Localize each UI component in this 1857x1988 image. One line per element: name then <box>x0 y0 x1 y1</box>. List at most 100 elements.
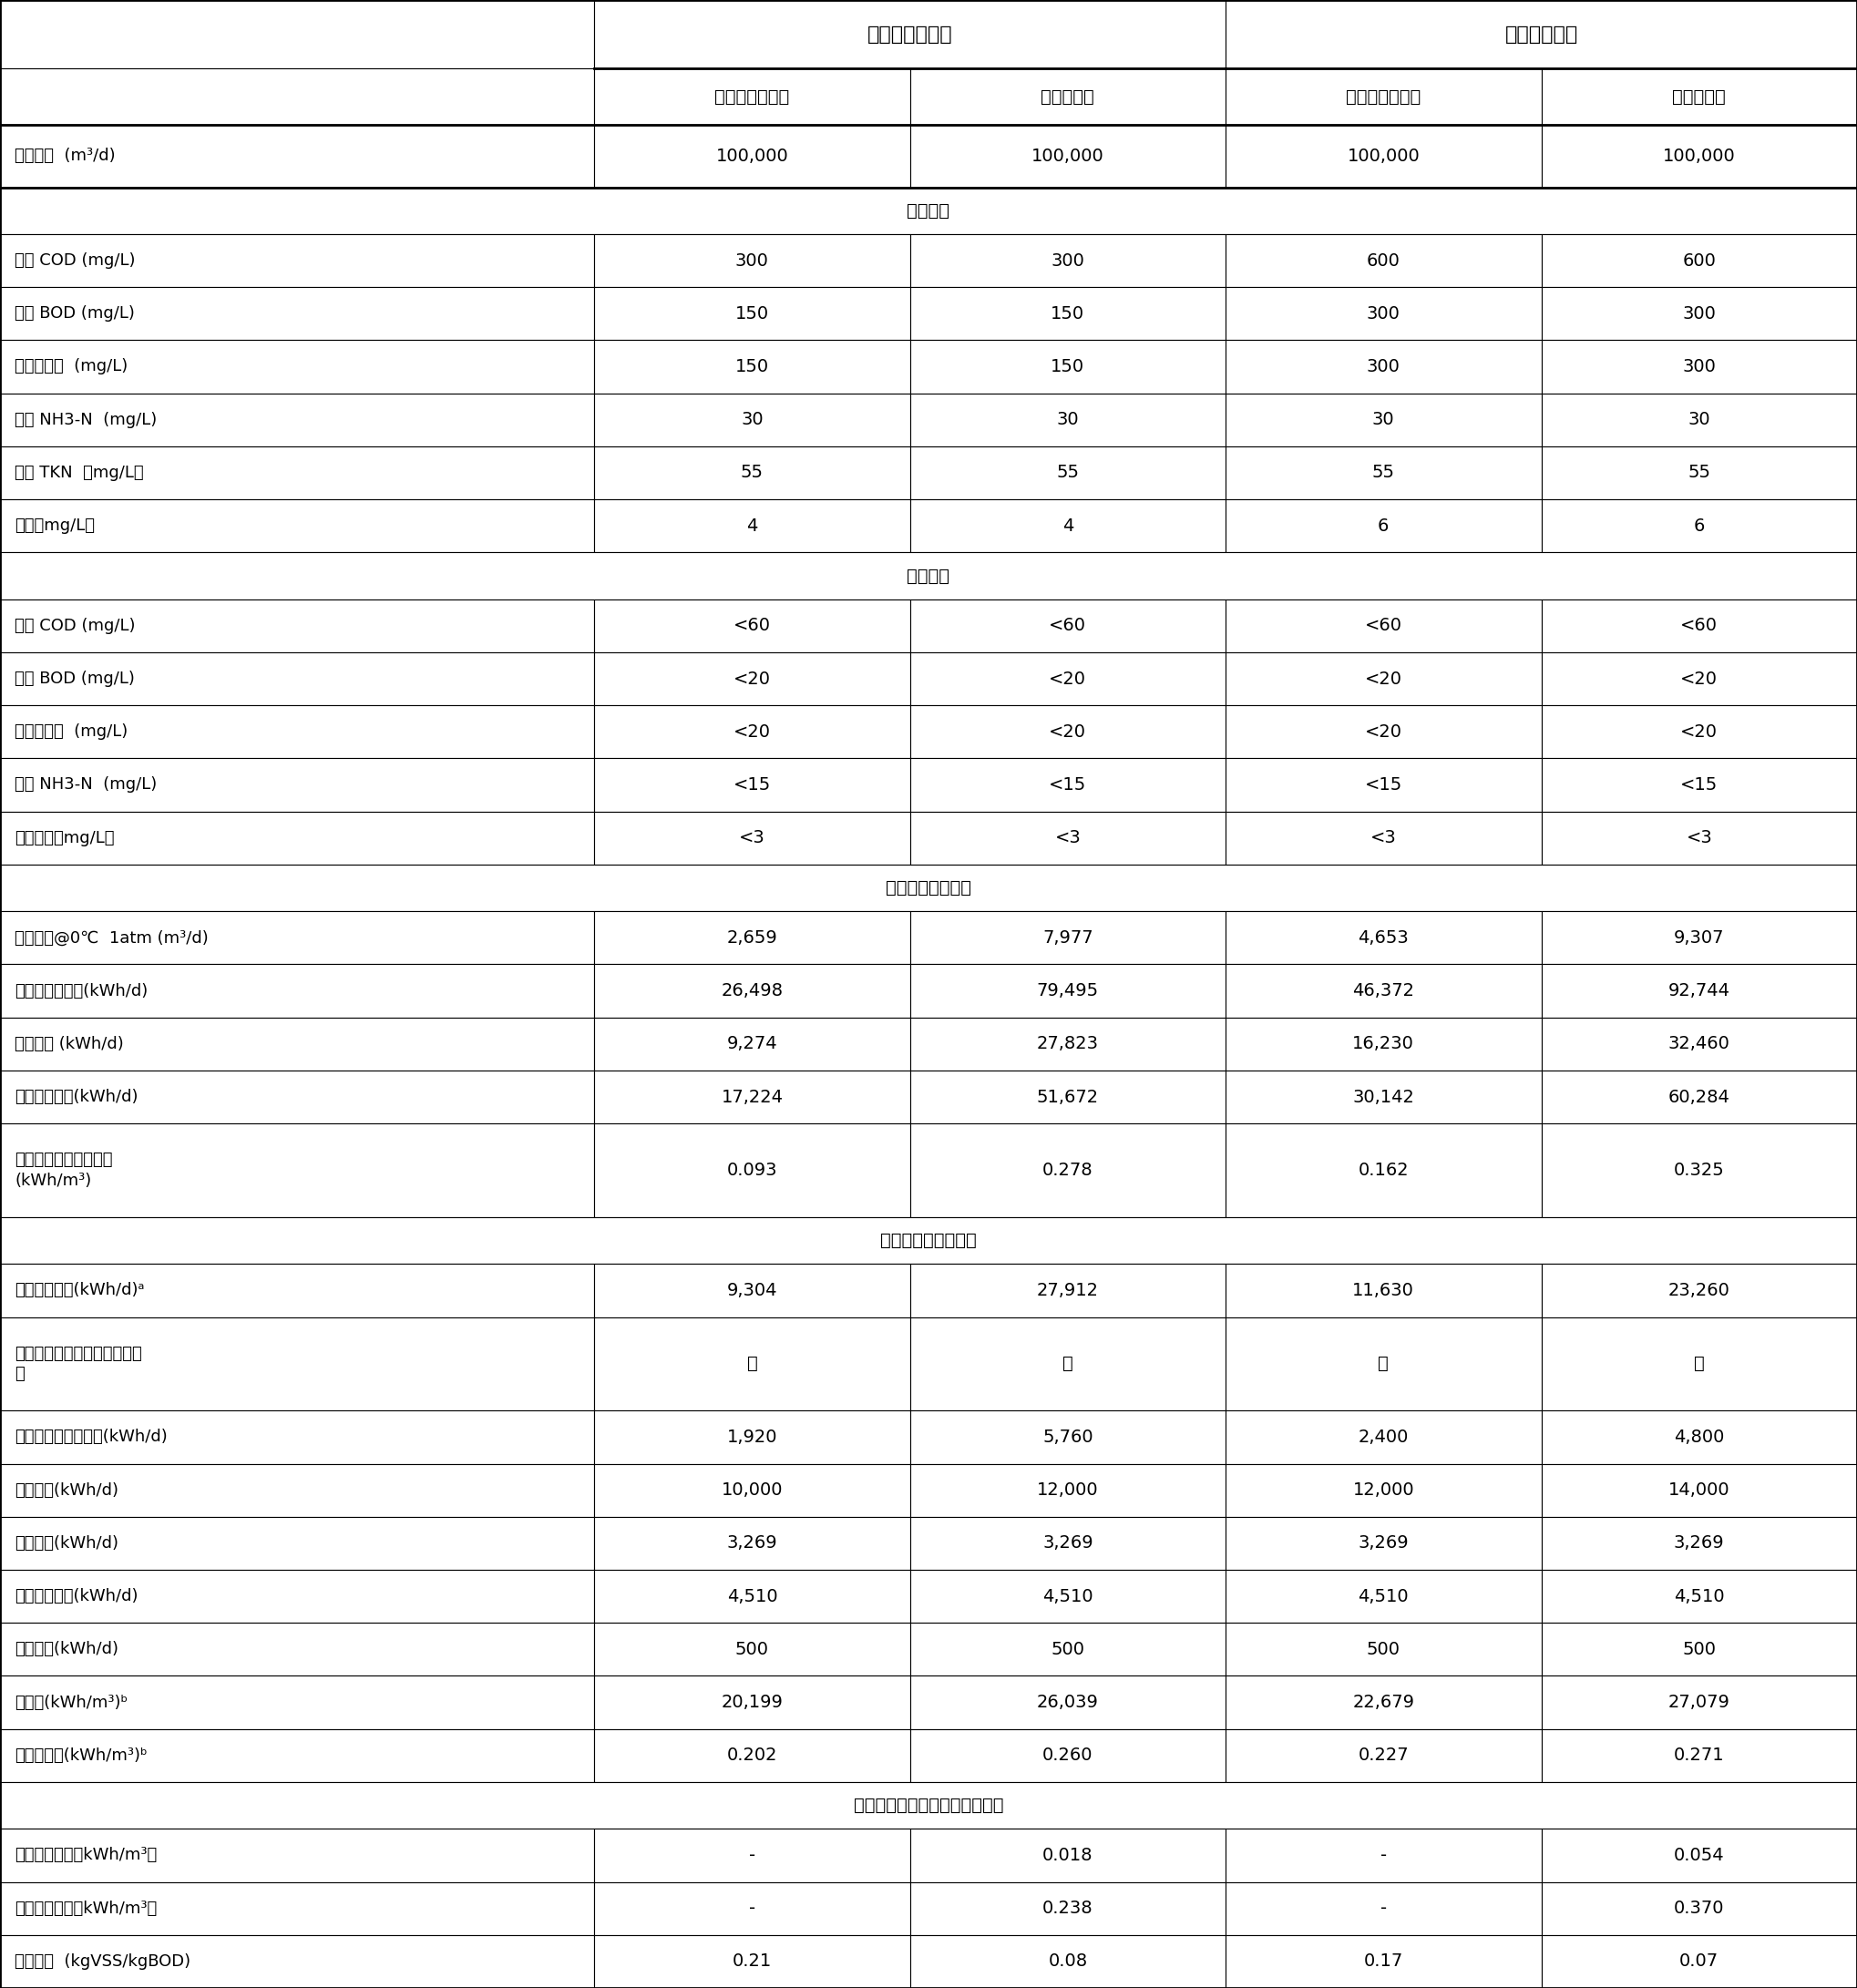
Bar <box>1541 598 1857 652</box>
Text: 100,000: 100,000 <box>1346 147 1421 165</box>
Text: 16,230: 16,230 <box>1352 1036 1415 1052</box>
Bar <box>594 1934 910 1988</box>
Bar <box>1541 1730 1857 1781</box>
Text: 27,912: 27,912 <box>1036 1282 1099 1298</box>
Bar <box>1226 706 1541 757</box>
Text: 4,653: 4,653 <box>1357 928 1409 946</box>
Text: 150: 150 <box>1051 304 1084 322</box>
Text: <3: <3 <box>1370 829 1396 847</box>
Bar <box>1226 0 1857 70</box>
Text: 水泵能耗(kWh/d): 水泵能耗(kWh/d) <box>15 1535 119 1551</box>
Text: 55: 55 <box>1057 463 1079 481</box>
Text: 总磷（mg/L）: 总磷（mg/L） <box>15 517 95 535</box>
Text: 0.093: 0.093 <box>726 1161 778 1179</box>
Text: <15: <15 <box>1681 775 1718 793</box>
Text: 500: 500 <box>1682 1640 1716 1658</box>
Bar <box>1226 1264 1541 1316</box>
Text: 92,744: 92,744 <box>1668 982 1731 1000</box>
Bar <box>910 1264 1226 1316</box>
Bar <box>1541 394 1857 445</box>
Text: 出水总磷（mg/L）: 出水总磷（mg/L） <box>15 829 115 847</box>
Text: 55: 55 <box>1372 463 1395 481</box>
Bar <box>0 70 594 125</box>
Text: 进水 NH3-N  (mg/L): 进水 NH3-N (mg/L) <box>15 412 158 427</box>
Bar <box>0 125 594 187</box>
Text: 污泥厌氧消化产能: 污泥厌氧消化产能 <box>886 879 971 897</box>
Text: 典型城市污水: 典型城市污水 <box>1504 26 1578 44</box>
Text: -: - <box>1380 1901 1387 1916</box>
Bar <box>594 1883 910 1934</box>
Bar <box>1541 1264 1857 1316</box>
Bar <box>1541 1070 1857 1123</box>
Bar <box>594 394 910 445</box>
Text: <60: <60 <box>1365 616 1402 634</box>
Bar <box>1226 340 1541 394</box>
Text: 30: 30 <box>1372 412 1395 427</box>
Bar <box>594 911 910 964</box>
Text: 27,823: 27,823 <box>1036 1036 1099 1052</box>
Bar <box>594 0 1226 70</box>
Text: 3,269: 3,269 <box>1673 1535 1725 1553</box>
Bar <box>910 1829 1226 1883</box>
Text: 20,199: 20,199 <box>721 1694 784 1712</box>
Text: 11,630: 11,630 <box>1352 1282 1415 1298</box>
Text: <3: <3 <box>739 829 765 847</box>
Text: 进水水质: 进水水质 <box>906 203 951 219</box>
Text: 51,672: 51,672 <box>1036 1087 1099 1105</box>
Text: 3,269: 3,269 <box>726 1535 778 1553</box>
Bar <box>0 598 594 652</box>
Text: 100,000: 100,000 <box>1662 147 1736 165</box>
Text: 300: 300 <box>1367 304 1400 322</box>
Text: <20: <20 <box>1681 670 1718 688</box>
Bar <box>0 652 594 706</box>
Bar <box>0 757 594 811</box>
Bar <box>594 1517 910 1571</box>
Bar <box>1226 652 1541 706</box>
Text: 本发明工艺: 本发明工艺 <box>1673 87 1725 105</box>
Text: 总能耗(kWh/m³)ᵇ: 总能耗(kWh/m³)ᵇ <box>15 1694 128 1710</box>
Text: 4,510: 4,510 <box>1673 1588 1725 1604</box>
Text: 本发明工艺能量收益及污泥产率: 本发明工艺能量收益及污泥产率 <box>854 1797 1003 1815</box>
Bar <box>910 1730 1226 1781</box>
Text: 本发明工艺: 本发明工艺 <box>1042 87 1094 105</box>
Text: 出水悬浮物  (mg/L): 出水悬浮物 (mg/L) <box>15 724 128 740</box>
Bar <box>1226 445 1541 499</box>
Text: 79,495: 79,495 <box>1036 982 1099 1000</box>
Text: 55: 55 <box>1688 463 1710 481</box>
Bar <box>0 1123 594 1217</box>
Text: 0.08: 0.08 <box>1047 1952 1088 1970</box>
Bar <box>1226 1676 1541 1730</box>
Text: 沼气所含总能量(kWh/d): 沼气所含总能量(kWh/d) <box>15 982 149 1000</box>
Text: 0.271: 0.271 <box>1673 1747 1725 1763</box>
Bar <box>910 964 1226 1018</box>
Text: 曝气能耗(kWh/d): 曝气能耗(kWh/d) <box>15 1481 119 1499</box>
Text: 0.17: 0.17 <box>1363 1952 1404 1970</box>
Bar <box>0 1018 594 1070</box>
Bar <box>594 1829 910 1883</box>
Bar <box>594 1571 910 1622</box>
Bar <box>0 1622 594 1676</box>
Text: <15: <15 <box>734 775 771 793</box>
Text: 出水 BOD (mg/L): 出水 BOD (mg/L) <box>15 670 136 688</box>
Bar <box>1226 911 1541 964</box>
Text: 55: 55 <box>741 463 763 481</box>
Text: 污泥产率  (kgVSS/kgBOD): 污泥产率 (kgVSS/kgBOD) <box>15 1954 191 1970</box>
Text: 150: 150 <box>1051 358 1084 376</box>
Text: 600: 600 <box>1682 252 1716 268</box>
Text: 0.21: 0.21 <box>732 1952 773 1970</box>
Bar <box>594 706 910 757</box>
Text: 进水 COD (mg/L): 进水 COD (mg/L) <box>15 252 136 268</box>
Text: 污泥消化池搅拌能耗(kWh/d): 污泥消化池搅拌能耗(kWh/d) <box>15 1429 167 1445</box>
Text: 3,269: 3,269 <box>1042 1535 1094 1553</box>
Bar <box>1541 1411 1857 1463</box>
Bar <box>0 1517 594 1571</box>
Bar <box>910 1463 1226 1517</box>
Bar <box>594 1123 910 1217</box>
Text: 9,307: 9,307 <box>1673 928 1725 946</box>
Text: 0.07: 0.07 <box>1679 1952 1720 1970</box>
Bar <box>910 340 1226 394</box>
Bar <box>1541 1316 1857 1411</box>
Bar <box>910 286 1226 340</box>
Text: 0.018: 0.018 <box>1042 1847 1094 1865</box>
Bar <box>1541 1676 1857 1730</box>
